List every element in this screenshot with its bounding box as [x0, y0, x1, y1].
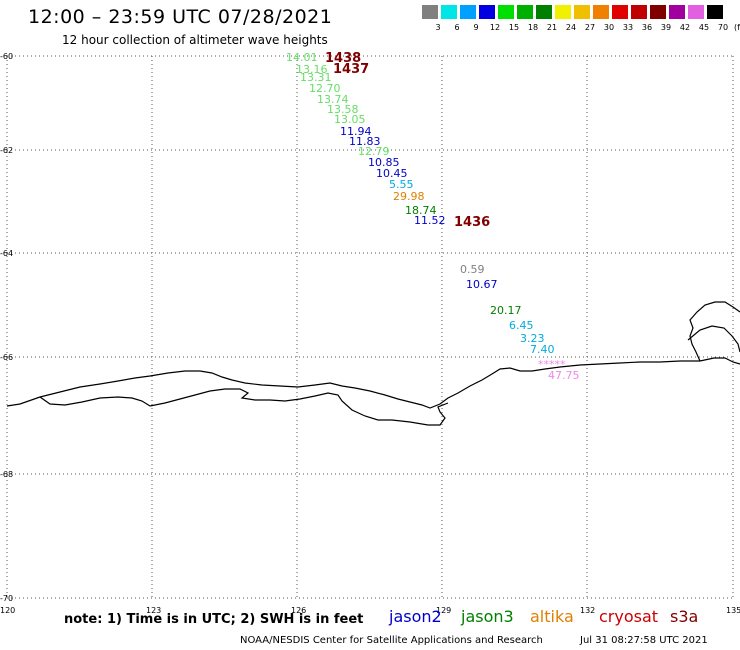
- longitude-labels: 120 123 126 129 132 135: [0, 606, 740, 615]
- scale-label: 24: [565, 23, 577, 32]
- latitude-label: -68: [0, 470, 13, 479]
- scale-swatch: [441, 5, 457, 19]
- scale-swatch: [688, 5, 704, 19]
- wave-height-label: 13.16: [296, 63, 328, 76]
- wave-height-label: 11.52: [414, 214, 446, 227]
- wave-height-label: 47.75: [548, 369, 580, 382]
- satellite-legend-s3a: s3a: [670, 607, 699, 626]
- wave-height-label: 10.45: [376, 167, 408, 180]
- pass-time-label: 1438: [325, 51, 361, 66]
- wave-height-label: 12.70: [309, 82, 341, 95]
- wave-height-label: 5.55: [389, 178, 414, 191]
- scale-swatch: [536, 5, 552, 19]
- wave-height-label: *****: [538, 358, 566, 371]
- latitude-label: -66: [0, 353, 13, 362]
- wave-height-label: 3.23: [520, 332, 545, 345]
- scale-label: 33: [622, 23, 634, 32]
- scale-swatch: [479, 5, 495, 19]
- wave-height-label: 13.58: [327, 103, 359, 116]
- scale-label: 42: [679, 23, 691, 32]
- scale-label: 6: [454, 23, 460, 32]
- scale-swatch: [707, 5, 723, 19]
- wave-height-label: 7.40: [530, 343, 555, 356]
- wave-height-label: 29.98: [393, 190, 425, 203]
- scale-label: 21: [546, 23, 558, 32]
- scale-label: 15: [508, 23, 520, 32]
- ice-shelf-outline: [149, 388, 449, 426]
- longitude-label: 126: [291, 606, 306, 615]
- scale-swatch: [612, 5, 628, 19]
- scale-swatch: [650, 5, 666, 19]
- scale-swatch: [669, 5, 685, 19]
- coastal-bay: [687, 325, 740, 353]
- wave-height-observations: 14.0113.1613.3112.7013.7413.5813.0511.94…: [286, 51, 580, 382]
- latitude-label: -62: [0, 146, 13, 155]
- wave-height-label: 18.74: [405, 204, 437, 217]
- scale-label: 30: [603, 23, 615, 32]
- scale-swatch: [460, 5, 476, 19]
- latitude-labels: -60 -62 -64 -66 -68 -70: [0, 52, 13, 603]
- wave-height-label: 20.17: [490, 304, 522, 317]
- scale-swatch: [574, 5, 590, 19]
- latitude-label: -60: [0, 52, 13, 61]
- wave-height-label: 13.74: [317, 93, 349, 106]
- wave-height-label: 11.94: [340, 125, 372, 138]
- latitude-label: -70: [0, 594, 13, 603]
- credit-text: NOAA/NESDIS Center for Satellite Applica…: [240, 635, 543, 646]
- latitude-label: -64: [0, 249, 13, 258]
- satellite-legend-jason2: jason2: [389, 607, 442, 626]
- scale-swatch: [555, 5, 571, 19]
- wave-height-label: 11.83: [349, 135, 381, 148]
- pass-time-label: 1437: [333, 62, 369, 77]
- wave-height-label: 10.67: [466, 278, 498, 291]
- scale-swatch: [631, 5, 647, 19]
- scale-unit: (ft): [733, 23, 740, 32]
- scale-swatch: [498, 5, 514, 19]
- wave-height-label: 12.79: [358, 145, 390, 158]
- wave-height-label: 0.59: [460, 263, 485, 276]
- wave-height-label: 10.85: [368, 156, 400, 169]
- satellite-legend-cryosat: cryosat: [599, 607, 659, 626]
- scale-label: 39: [660, 23, 672, 32]
- wave-height-label: 13.05: [334, 113, 366, 126]
- scale-swatch: [517, 5, 533, 19]
- scale-label: 27: [584, 23, 596, 32]
- longitude-label: 129: [436, 606, 451, 615]
- scale-swatch: [593, 5, 609, 19]
- scale-label: 70: [717, 23, 729, 32]
- glacier-tongue: [39, 396, 151, 407]
- satellite-legend-jason3: jason3: [461, 607, 514, 626]
- satellite-legend-altika: altika: [530, 607, 574, 626]
- scale-label: 3: [435, 23, 441, 32]
- wave-height-label: 13.31: [300, 71, 332, 84]
- wave-height-label: 6.45: [509, 319, 534, 332]
- footer-note: note: 1) Time is in UTC; 2) SWH is in fe…: [64, 612, 364, 627]
- pass-time-label: 1436: [454, 215, 490, 230]
- map-subtitle: 12 hour collection of altimeter wave hei…: [62, 33, 328, 47]
- coastline: [6, 301, 740, 426]
- wave-height-label: 14.01: [286, 51, 318, 64]
- map-title: 12:00 – 23:59 UTC 07/28/2021: [28, 6, 333, 28]
- longitude-label: 123: [146, 606, 161, 615]
- antarctic-coastline: [6, 357, 740, 409]
- eastern-peninsula: [689, 301, 740, 362]
- scale-label: 18: [527, 23, 539, 32]
- longitude-label: 132: [580, 606, 595, 615]
- scale-label: 45: [698, 23, 710, 32]
- longitude-label: 120: [0, 606, 15, 615]
- scale-label: 9: [473, 23, 479, 32]
- generated-timestamp: Jul 31 08:27:58 UTC 2021: [580, 635, 708, 646]
- grid-lines: [6, 55, 734, 599]
- scale-label: 12: [489, 23, 501, 32]
- longitude-label: 135: [726, 606, 740, 615]
- scale-label: 36: [641, 23, 653, 32]
- scale-swatch: [422, 5, 438, 19]
